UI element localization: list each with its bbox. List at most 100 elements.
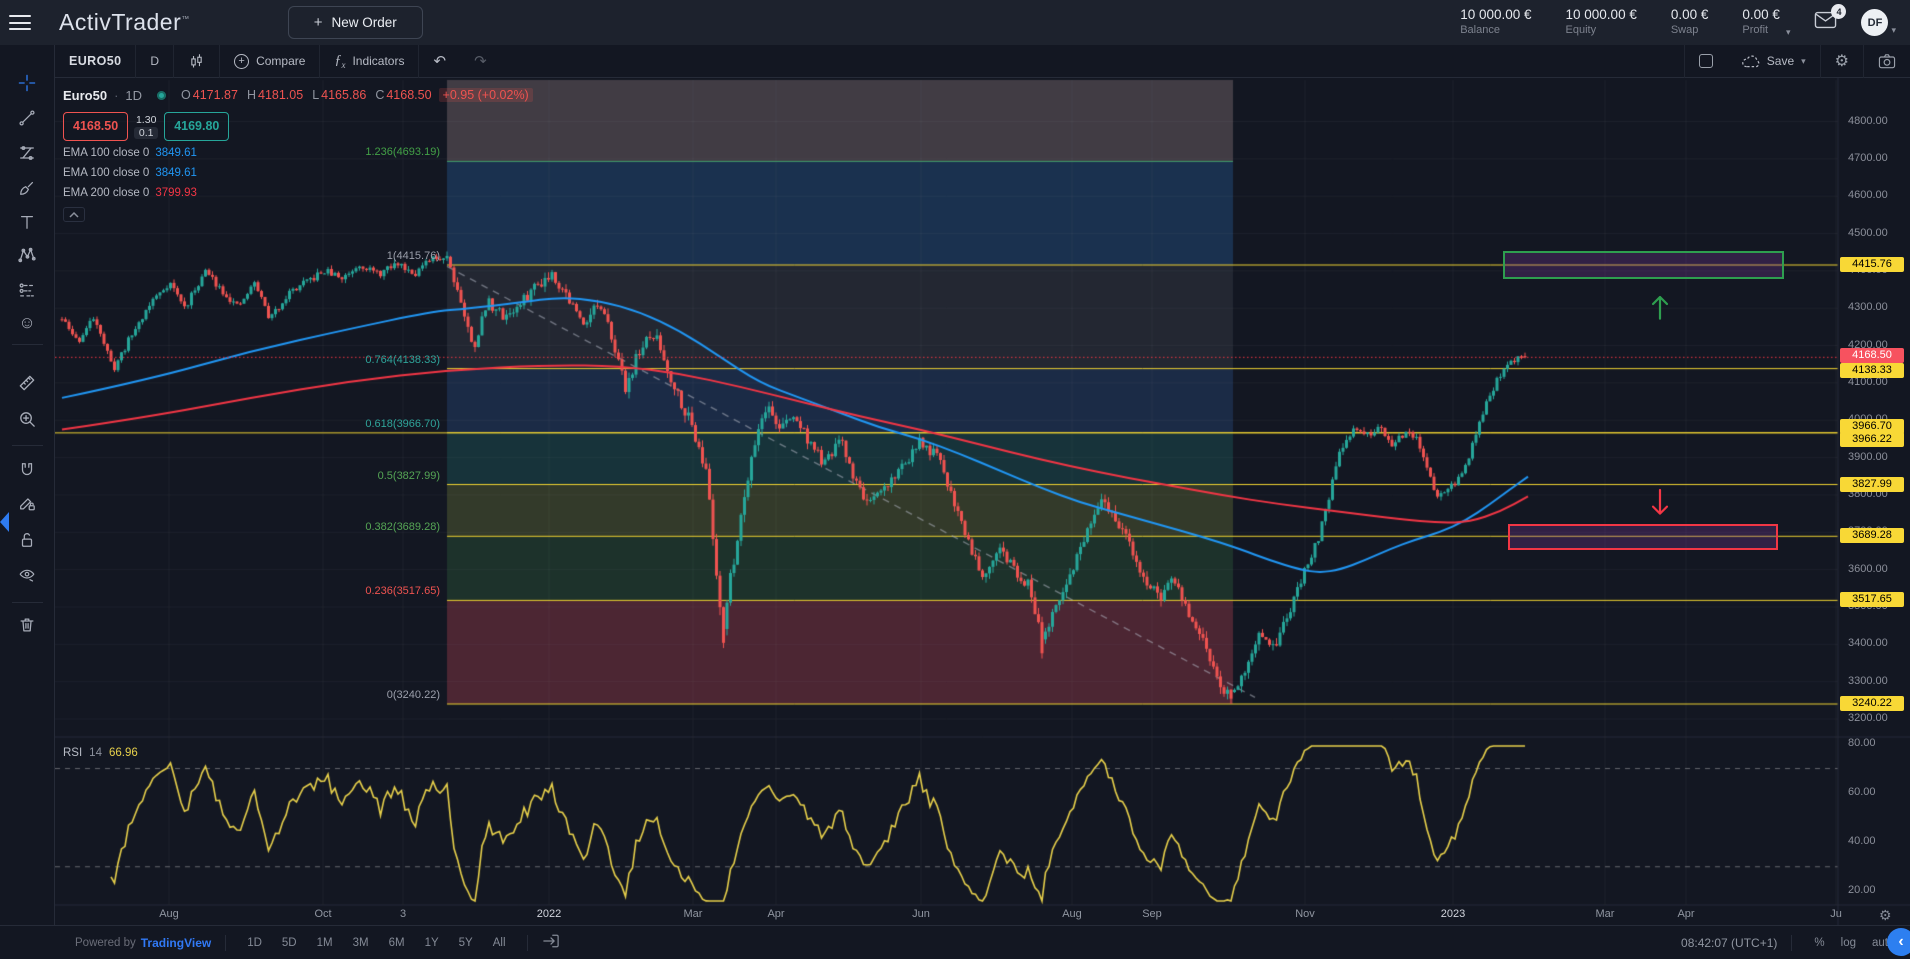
price-badge: 3240.22 (1840, 696, 1904, 711)
buy-button[interactable]: 4169.80 (164, 111, 230, 141)
price-tick-label: 4600.00 (1848, 189, 1888, 202)
up-arrow-drawing[interactable] (1649, 293, 1671, 321)
range-1y[interactable]: 1Y (424, 936, 439, 949)
account-metrics: 10 000.00 € Balance 10 000.00 € Equity 0… (1460, 7, 1790, 38)
snapshot-button[interactable] (1864, 45, 1910, 77)
interval-button[interactable]: D (150, 54, 160, 68)
price-tick-label: 4200.00 (1848, 338, 1888, 351)
sell-button[interactable]: 4168.50 (63, 111, 129, 141)
app-logo: ActivTrader™ (59, 9, 190, 35)
zoom-in-tool[interactable] (18, 410, 37, 429)
change-badge: +0.95 (+0.02%) (438, 88, 533, 102)
percent-scale-toggle[interactable]: % (1814, 936, 1825, 949)
chevron-down-icon[interactable]: ▾ (1785, 26, 1791, 37)
equity-value: 10 000.00 € (1565, 7, 1637, 23)
chevron-down-icon: ▾ (1801, 55, 1806, 66)
log-scale-toggle[interactable]: log (1840, 936, 1856, 949)
crosshair-tool[interactable] (18, 74, 37, 93)
price-tick-label: 4500.00 (1848, 226, 1888, 239)
price-tick-label: 3400.00 (1848, 637, 1888, 650)
redo-button[interactable]: ↷ (460, 45, 501, 77)
chart-canvas[interactable] (55, 78, 1910, 925)
price-tick-label: 3200.00 (1848, 712, 1888, 725)
bottom-bar: Powered by TradingView 1D 5D 1M 3M 6M 1Y… (0, 925, 1910, 959)
range-all[interactable]: All (492, 936, 506, 949)
time-axis-label: Mar (683, 908, 703, 920)
panel-expand-button[interactable]: ‹ (1887, 928, 1910, 956)
range-5y[interactable]: 5Y (458, 936, 473, 949)
price-tick-label: 3300.00 (1848, 674, 1888, 687)
fib-retracement-tool[interactable] (18, 144, 36, 162)
compare-button[interactable]: + Compare (220, 45, 319, 77)
new-order-button[interactable]: + New Order (287, 6, 423, 39)
forecast-tool[interactable] (18, 281, 36, 299)
resistance-box[interactable] (1503, 251, 1784, 279)
range-3m[interactable]: 3M (352, 936, 369, 949)
time-axis-label: Mar (1595, 908, 1615, 920)
go-to-date-button[interactable] (542, 933, 560, 952)
plus-icon: + (313, 14, 323, 31)
lot-size-field[interactable]: 0.1 (133, 126, 159, 139)
time-axis-label: Aug (159, 908, 179, 920)
swap-label: Swap (1670, 24, 1699, 37)
undo-button[interactable]: ↶ (419, 45, 460, 77)
symbol-button[interactable]: EURO50 (69, 54, 122, 68)
market-status-icon (157, 90, 167, 100)
time-axis-label: 2023 (1440, 908, 1466, 920)
price-axis[interactable]: 4800.004700.004600.004500.004400.004300.… (1838, 78, 1910, 925)
price-badge: 3966.70 (1840, 418, 1904, 434)
tradingview-attribution: Powered by TradingView (75, 935, 212, 950)
indicator-row[interactable]: EMA 100 close 0 3849.61 (63, 167, 197, 179)
support-box[interactable] (1508, 524, 1778, 550)
time-axis-label: Sep (1142, 908, 1162, 920)
time-axis-label: Apr (767, 908, 785, 920)
equity-label: Equity (1565, 24, 1597, 37)
range-1m[interactable]: 1M (316, 936, 333, 949)
time-axis[interactable]: Aug Oct 3 2022 Mar Apr Jun Aug Sep Nov 2023 Mar Apr J… (55, 905, 1842, 925)
save-button[interactable]: Save ▾ (1727, 45, 1820, 77)
rsi-legend[interactable]: RSI 14 66.96 (63, 747, 138, 759)
range-6m[interactable]: 6M (388, 936, 405, 949)
magnet-tool[interactable] (18, 461, 36, 479)
undo-icon: ↶ (433, 53, 447, 70)
auto-scale-toggle[interactable]: aut (1872, 936, 1888, 949)
trend-line-tool[interactable] (18, 109, 36, 127)
rsi-tick-label: 60.00 (1848, 786, 1876, 799)
timezone-settings-button[interactable]: ⚙ (1879, 907, 1892, 923)
toolbar-collapse-handle[interactable] (0, 512, 9, 532)
emoji-tool[interactable]: ☺ (18, 313, 36, 332)
indicator-row[interactable]: EMA 100 close 0 3849.61 (63, 147, 197, 159)
range-1d[interactable]: 1D (247, 936, 262, 949)
remove-drawings-tool[interactable] (18, 616, 36, 634)
drawing-mode-lock-tool[interactable] (18, 494, 36, 512)
legend-interval[interactable]: 1D (125, 87, 143, 103)
legend-collapse-button[interactable] (63, 207, 85, 222)
range-5d[interactable]: 5D (281, 936, 297, 949)
messages-button[interactable]: 4 (1814, 4, 1847, 34)
lock-all-drawings-tool[interactable] (18, 531, 36, 549)
multichart-layout-button[interactable] (1685, 45, 1727, 77)
chart-settings-button[interactable]: ⚙ (1821, 45, 1863, 77)
account-menu[interactable]: DF ▾ (1861, 9, 1896, 36)
pattern-tool[interactable] (18, 246, 37, 264)
text-tool[interactable] (18, 213, 36, 231)
measure-tool[interactable] (18, 374, 37, 393)
clock[interactable]: 08:42:07 (UTC+1) (1681, 935, 1778, 950)
brush-tool[interactable] (18, 179, 36, 197)
spread-value: 1.30 (135, 113, 157, 126)
indicator-row[interactable]: EMA 200 close 0 3799.93 (63, 187, 197, 199)
down-arrow-drawing[interactable] (1649, 488, 1671, 516)
price-badge: 4168.50 (1840, 348, 1904, 364)
legend-symbol[interactable]: Euro50 (63, 87, 108, 103)
avatar: DF (1861, 9, 1889, 36)
hide-drawings-tool[interactable] (18, 567, 37, 584)
menu-icon[interactable] (9, 15, 31, 30)
indicators-button[interactable]: ƒx Indicators (334, 52, 405, 70)
layout-square-icon (1698, 54, 1713, 68)
go-to-date-icon (542, 934, 559, 948)
chart-style-button[interactable] (174, 45, 219, 77)
top-bar: ActivTrader™ + New Order 10 000.00 € Bal… (0, 0, 1910, 45)
tradingview-link[interactable]: TradingView (140, 935, 212, 950)
time-axis-label: Apr (1677, 908, 1695, 920)
rsi-value: 66.96 (108, 747, 138, 759)
